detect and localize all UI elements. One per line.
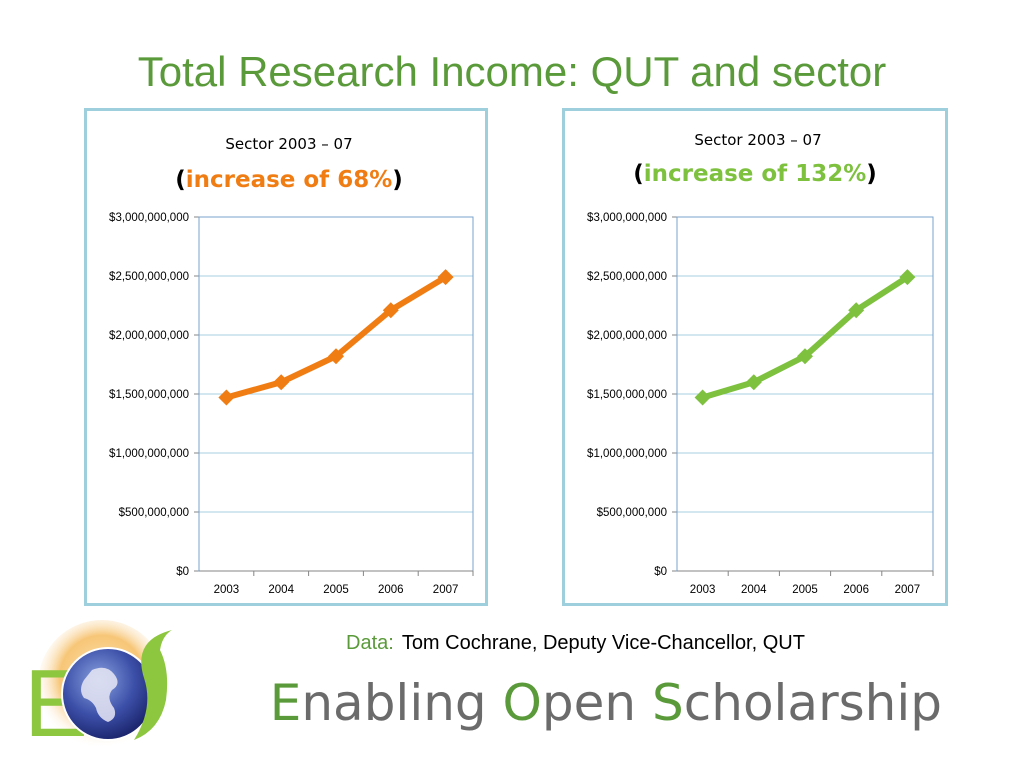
- data-point-marker: [797, 348, 813, 365]
- slide-title: Total Research Income: QUT and sector: [137, 48, 887, 95]
- brand-cap-e: E: [269, 674, 302, 732]
- brand-cap-s: S: [652, 674, 684, 732]
- subtitle-open-paren: (: [633, 161, 644, 187]
- subtitle-open-paren: (: [175, 167, 186, 193]
- y-tick-label: $1,500,000,000: [587, 389, 667, 401]
- line-chart-svg: $0 $500,000,000 $1,000,000,000 $1,500,000,0…: [109, 212, 474, 596]
- data-point-marker: [328, 348, 344, 365]
- y-tick-label: $2,000,000,000: [587, 330, 667, 342]
- data-point-marker: [218, 389, 235, 406]
- data-point-marker: [694, 389, 711, 406]
- series-line: [701, 274, 910, 401]
- subtitle-increase-text: increase of 68%: [185, 167, 393, 193]
- data-credit: Data: Tom Cochrane, Deputy Vice-Chancello…: [346, 632, 805, 655]
- y-tick-label: $2,500,000,000: [587, 271, 667, 283]
- data-point-marker: [437, 269, 454, 286]
- chart-title: Sector 2003 – 07: [225, 135, 353, 153]
- y-tick-label: $500,000,000: [597, 507, 667, 519]
- y-tick-label: $3,000,000,000: [109, 212, 189, 224]
- y-tick-label: $2,000,000,000: [109, 330, 189, 342]
- line-chart-svg: $0 $500,000,000 $1,000,000,000 $1,500,000,0…: [587, 212, 934, 596]
- brand-wordmark: Enabling Open Scholarship: [226, 668, 942, 738]
- eos-logo: E: [24, 620, 172, 757]
- data-point-marker: [899, 269, 916, 286]
- x-tick-label: 2006: [843, 584, 869, 596]
- y-tick-label: $0: [176, 566, 189, 578]
- y-tick-label: $0: [654, 566, 667, 578]
- subtitle-increase-text: increase of 132%: [643, 161, 867, 187]
- data-point-marker: [273, 374, 290, 391]
- data-credit-label: Data:: [346, 632, 394, 654]
- brand-word-enabling: nabling: [301, 674, 487, 732]
- x-tick-label: 2007: [433, 584, 459, 596]
- data-point-marker: [382, 302, 399, 319]
- chart-right: Sector 2003 – 07 (increase of 132%) $0 $5…: [562, 108, 948, 606]
- x-tick-label: 2007: [895, 584, 921, 596]
- y-tick-label: $2,500,000,000: [109, 271, 189, 283]
- y-tick-label: $1,500,000,000: [109, 389, 189, 401]
- brand-word-scholarship: cholarship: [683, 674, 942, 732]
- brand-cap-o: O: [502, 674, 542, 732]
- x-tick-label: 2006: [378, 584, 404, 596]
- logo-swoosh-s: [134, 630, 172, 740]
- y-tick-label: $1,000,000,000: [587, 448, 667, 460]
- subtitle-close-paren: ): [392, 167, 403, 193]
- data-point-marker: [745, 374, 762, 391]
- x-tick-label: 2003: [214, 584, 240, 596]
- x-tick-label: 2003: [690, 584, 716, 596]
- x-tick-label: 2004: [268, 584, 294, 596]
- chart-left: Sector 2003 – 07 (increase of 68%) $0 $50…: [84, 108, 488, 606]
- y-tick-label: $3,000,000,000: [587, 212, 667, 224]
- y-tick-label: $500,000,000: [119, 507, 189, 519]
- chart-subtitle: (increase of 68%): [87, 167, 491, 193]
- continent-shape: [81, 667, 118, 722]
- y-tick-label: $1,000,000,000: [109, 448, 189, 460]
- chart-subtitle: (increase of 132%): [565, 161, 945, 187]
- data-point-marker: [848, 302, 865, 319]
- x-tick-label: 2004: [741, 584, 767, 596]
- chart-title: Sector 2003 – 07: [694, 131, 822, 149]
- brand-word-open: pen: [541, 674, 637, 732]
- series-line: [225, 274, 448, 401]
- x-tick-label: 2005: [792, 584, 818, 596]
- x-tick-label: 2005: [323, 584, 349, 596]
- data-credit-value: Tom Cochrane, Deputy Vice-Chancellor, QU…: [401, 632, 805, 654]
- subtitle-close-paren: ): [866, 161, 877, 187]
